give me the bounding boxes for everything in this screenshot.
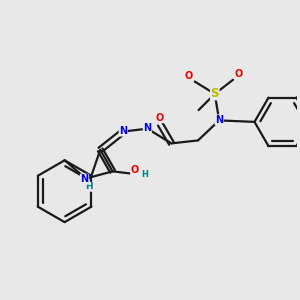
Text: O: O [156, 113, 164, 123]
Text: O: O [131, 165, 139, 175]
Text: H: H [142, 170, 148, 179]
Text: S: S [211, 87, 219, 100]
Text: N: N [119, 126, 127, 136]
Text: N: N [215, 115, 223, 125]
Text: N: N [143, 123, 152, 133]
Text: H: H [85, 182, 93, 191]
Text: O: O [185, 71, 193, 81]
Text: N: N [80, 174, 88, 184]
Text: O: O [235, 70, 243, 80]
